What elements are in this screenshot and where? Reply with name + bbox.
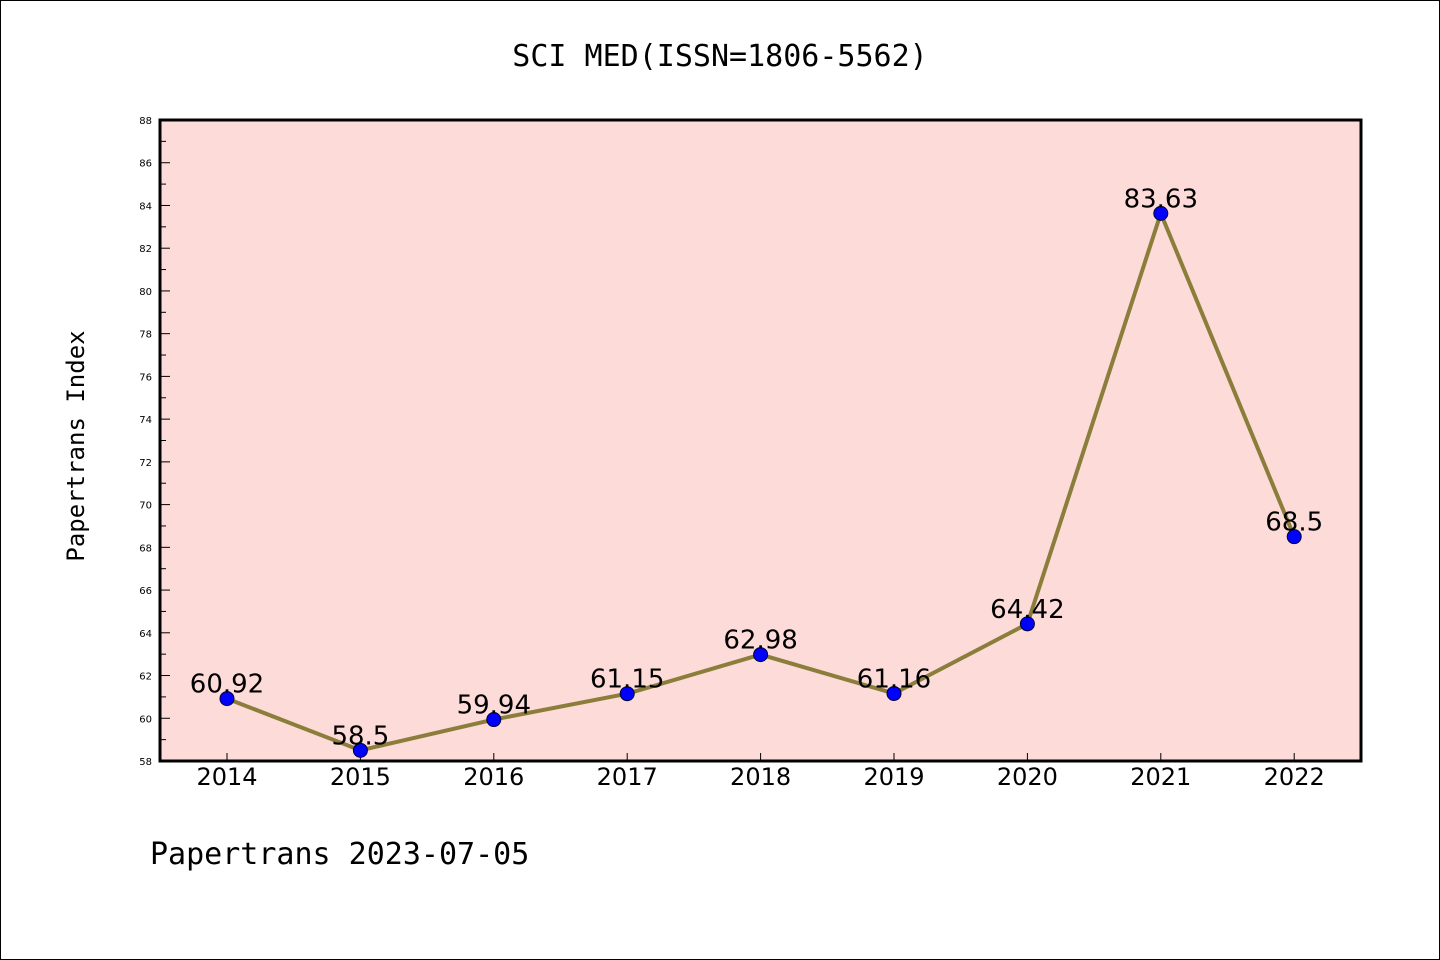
data-label: 68.5: [1265, 508, 1323, 538]
x-axis: 2014 2015 2016 2017 2018 2019 2020 2021 2022: [196, 753, 1325, 791]
data-point: [1153, 205, 1169, 221]
x-tick-label: 2014: [196, 763, 257, 791]
y-tick-label: 86: [139, 159, 152, 170]
series-markers: [219, 205, 1302, 758]
data-point: [352, 742, 368, 758]
data-label: 61.15: [590, 665, 664, 695]
data-labels: 60.92 58.5 59.94 61.15 62.98 61.16 64.42 83.63 6…: [190, 184, 1323, 751]
data-point: [886, 685, 902, 701]
y-tick-label: 60: [139, 714, 152, 725]
data-point: [753, 647, 769, 663]
data-label: 58.5: [331, 721, 389, 751]
x-tick-label: 2016: [463, 763, 524, 791]
data-label: 62.98: [723, 626, 797, 656]
data-label: 64.42: [990, 595, 1064, 625]
y-tick-label: 82: [139, 244, 152, 255]
y-tick-label: 74: [139, 415, 152, 426]
data-label: 59.94: [457, 691, 531, 721]
y-tick-label: 80: [139, 287, 152, 298]
x-tick-label: 2017: [597, 763, 658, 791]
x-tick-label: 2020: [997, 763, 1058, 791]
y-tick-label: 64: [139, 629, 152, 640]
y-tick-label: 78: [139, 330, 152, 341]
data-point: [486, 712, 502, 728]
x-tick-label: 2015: [330, 763, 391, 791]
y-axis-label: Papertrans Index: [62, 330, 90, 561]
y-tick-label: 88: [139, 116, 152, 127]
y-tick-label: 72: [139, 458, 152, 469]
data-point: [1019, 616, 1035, 632]
y-tick-label: 76: [139, 372, 152, 383]
y-tick-label: 84: [139, 201, 152, 212]
data-label: 83.63: [1124, 184, 1198, 214]
y-tick-label: 66: [139, 586, 152, 597]
data-point: [1286, 529, 1302, 545]
x-tick-label: 2018: [730, 763, 791, 791]
y-tick-label: 70: [139, 501, 152, 512]
x-tick-label: 2021: [1130, 763, 1191, 791]
data-point: [219, 691, 235, 707]
plot-border: [158, 118, 1363, 763]
x-tick-label: 2019: [863, 763, 924, 791]
data-label: 60.92: [190, 670, 264, 700]
y-tick-label: 62: [139, 672, 152, 683]
y-tick-label: 58: [139, 757, 152, 768]
plot-area: [160, 120, 1361, 761]
x-tick-label: 2022: [1264, 763, 1325, 791]
data-label: 61.16: [857, 664, 931, 694]
y-axis: 58 60 62 64 66 68 70 72 74 76 78 80 82 84 86 88: [139, 116, 170, 768]
chart-title: SCI MED(ISSN=1806-5562): [512, 39, 927, 74]
y-tick-label: 68: [139, 543, 152, 554]
footer-text: Papertrans 2023-07-05: [150, 837, 529, 872]
data-point: [619, 686, 635, 702]
